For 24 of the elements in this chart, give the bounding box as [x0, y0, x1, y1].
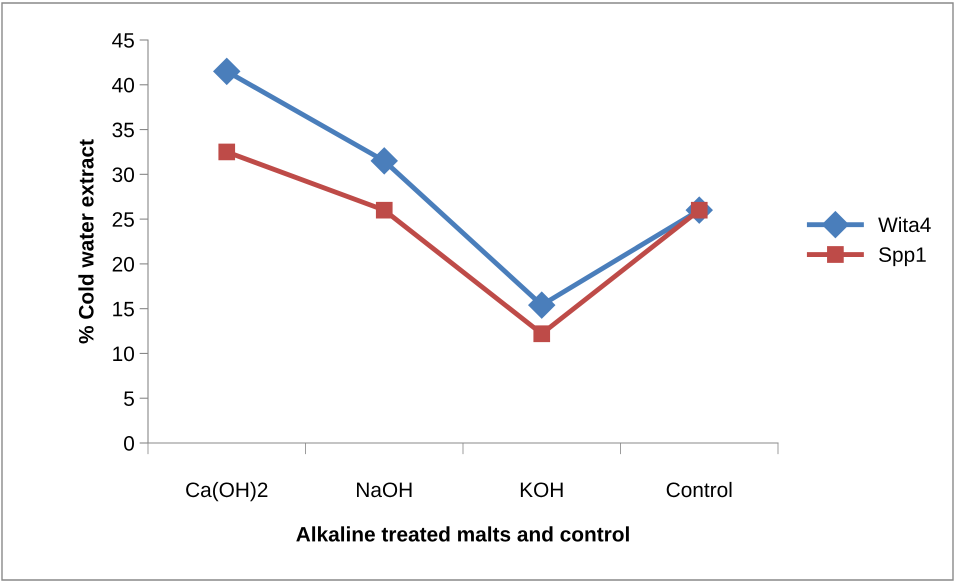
- legend-label: Wita4: [878, 216, 931, 232]
- x-tick-label: KOH: [520, 482, 563, 498]
- y-tick-label: 40: [112, 78, 134, 93]
- point: [213, 58, 240, 85]
- y-tick-label: 15: [113, 302, 134, 316]
- y-tick-label: 20: [112, 256, 134, 272]
- point: [218, 144, 236, 160]
- y-tick-label: 25: [112, 212, 134, 227]
- y-tick-label: 45: [112, 33, 134, 48]
- y-tick-label: 35: [112, 122, 134, 138]
- x-tick-label: Control: [666, 482, 732, 498]
- x-tick-label: NaOH: [357, 482, 412, 498]
- legend-label: Spp1: [879, 247, 926, 266]
- y-tick-label: 0: [124, 436, 134, 451]
- x-tick-label: Ca(OH)2: [186, 482, 268, 502]
- y-tick-label: 10: [113, 346, 134, 362]
- y-axis-title: % Cold water extract: [78, 139, 94, 344]
- point: [376, 202, 393, 218]
- point: [533, 325, 550, 342]
- point: [528, 292, 556, 319]
- y-tick-label: 5: [124, 391, 134, 406]
- y-tick-label: 30: [112, 167, 134, 182]
- x-axis-title: Alkaline treated malts and control: [296, 526, 629, 542]
- point: [370, 147, 398, 174]
